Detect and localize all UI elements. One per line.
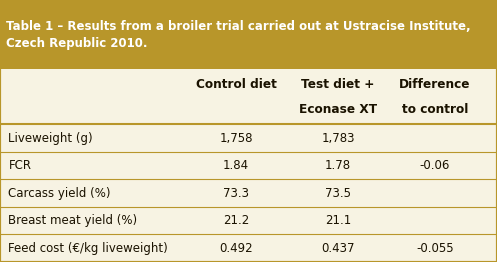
Text: 73.3: 73.3: [223, 187, 249, 200]
Text: Econase XT: Econase XT: [299, 102, 377, 116]
Text: FCR: FCR: [8, 159, 31, 172]
Text: Test diet +: Test diet +: [301, 78, 375, 91]
Text: Liveweight (g): Liveweight (g): [8, 132, 93, 145]
Text: 73.5: 73.5: [325, 187, 351, 200]
Text: 0.437: 0.437: [321, 242, 355, 255]
Text: 1,783: 1,783: [321, 132, 355, 145]
Text: Breast meat yield (%): Breast meat yield (%): [8, 214, 138, 227]
Text: Control diet: Control diet: [196, 78, 276, 91]
Text: Difference: Difference: [399, 78, 471, 91]
Text: -0.06: -0.06: [419, 159, 450, 172]
Text: 1.84: 1.84: [223, 159, 249, 172]
Text: Table 1 – Results from a broiler trial carried out at Ustracise Institute,
Czech: Table 1 – Results from a broiler trial c…: [6, 20, 471, 50]
Text: 1.78: 1.78: [325, 159, 351, 172]
Text: Feed cost (€/kg liveweight): Feed cost (€/kg liveweight): [8, 242, 168, 255]
Text: to control: to control: [402, 102, 468, 116]
Bar: [0, 0, 497, 69]
Text: Carcass yield (%): Carcass yield (%): [8, 187, 111, 200]
Text: -0.055: -0.055: [416, 242, 454, 255]
Text: 21.2: 21.2: [223, 214, 249, 227]
Text: 1,758: 1,758: [219, 132, 253, 145]
Text: 0.492: 0.492: [219, 242, 253, 255]
Text: 21.1: 21.1: [325, 214, 351, 227]
